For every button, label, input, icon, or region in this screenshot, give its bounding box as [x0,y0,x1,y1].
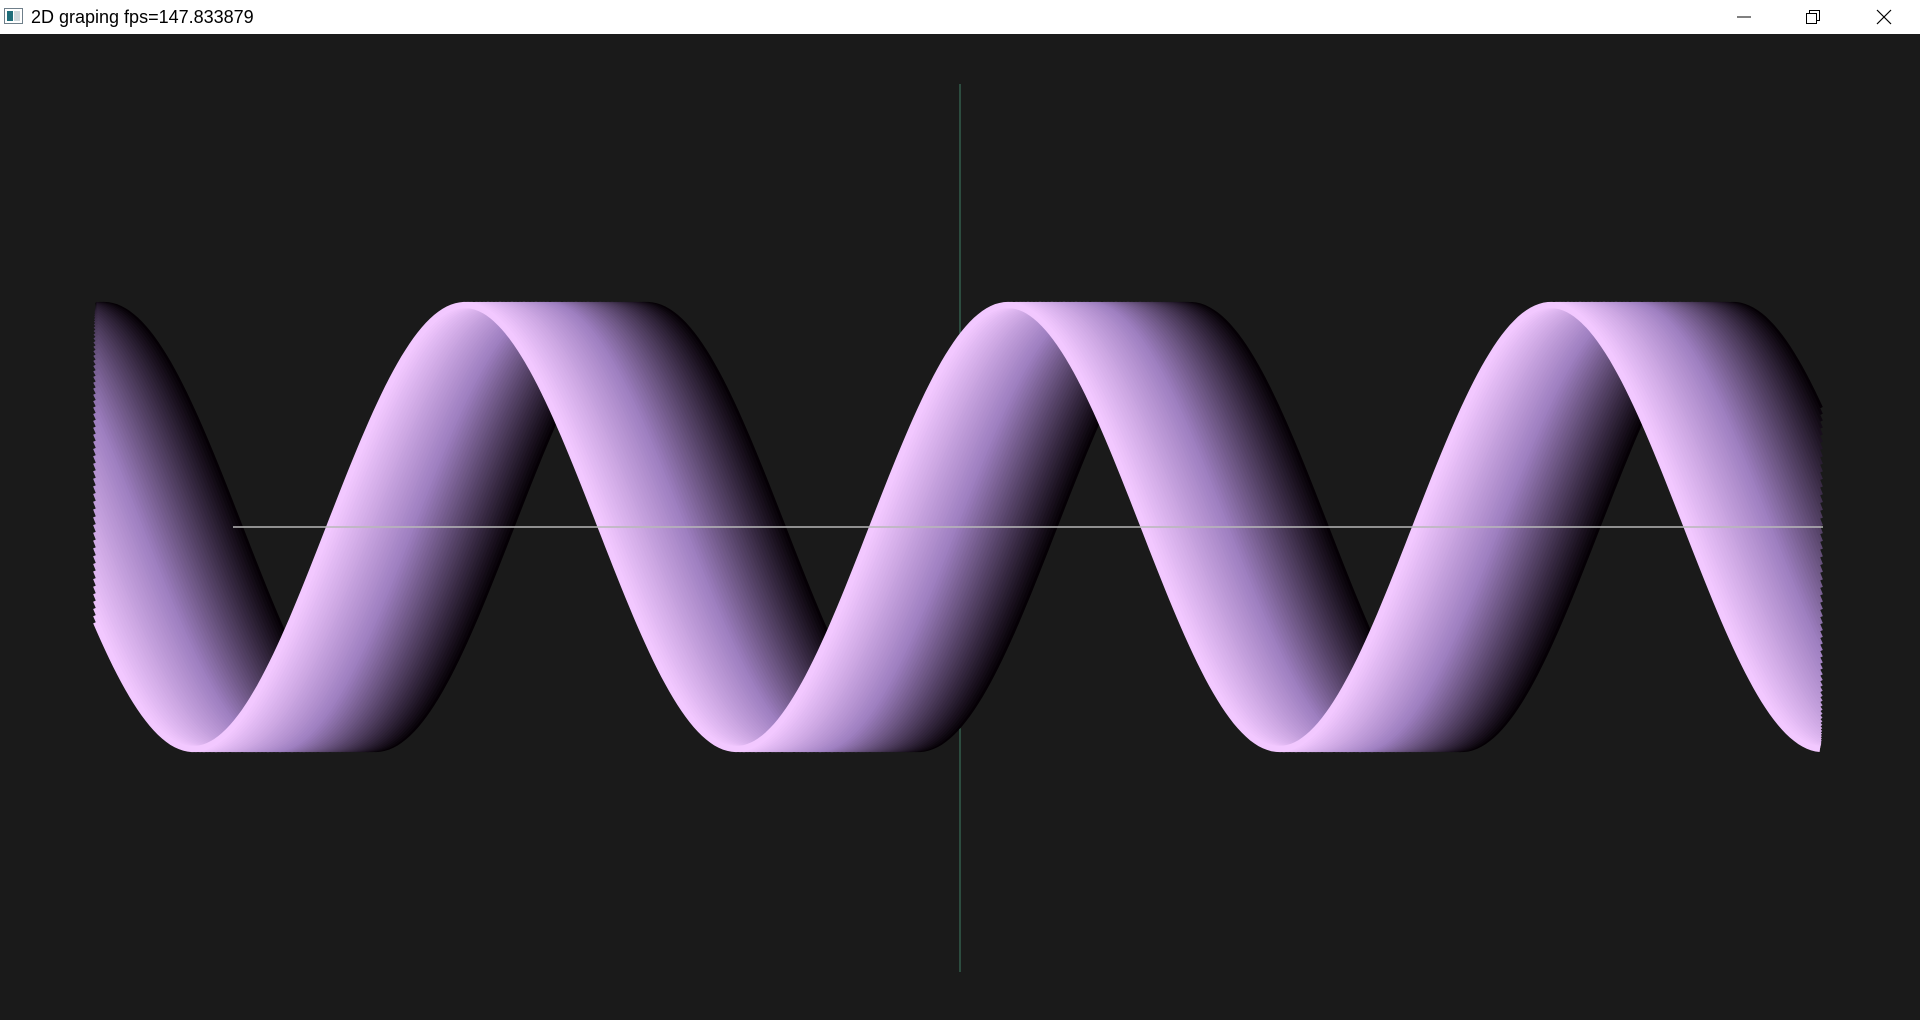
app-icon [4,8,23,24]
restore-icon [1805,10,1820,24]
close-button[interactable] [1849,0,1918,34]
minimize-icon [1736,16,1751,18]
close-icon [1876,9,1891,25]
graph-canvas[interactable] [0,34,1920,1020]
window-title: 2D graping fps=147.833879 [31,7,254,27]
plot-svg [93,84,1823,972]
ribbon-layer [93,301,1821,753]
sine-ribbon [93,301,1823,753]
title-bar[interactable]: 2D graping fps=147.833879 [0,0,1920,34]
restore-button[interactable] [1778,0,1847,34]
minimize-button[interactable] [1709,0,1778,34]
